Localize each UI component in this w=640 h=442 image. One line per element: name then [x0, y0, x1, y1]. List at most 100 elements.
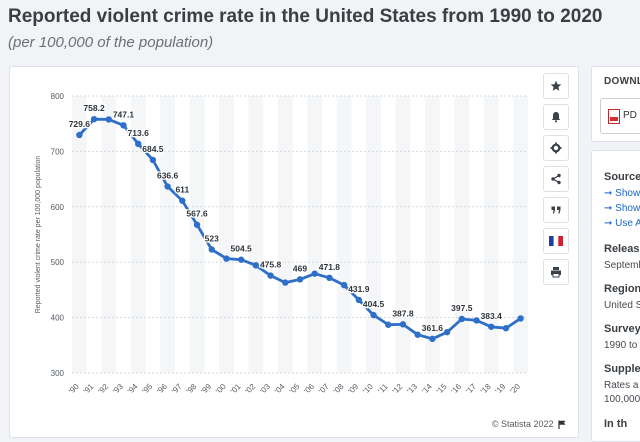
x-tick-label: '96	[155, 382, 169, 396]
column-band	[307, 96, 323, 373]
x-tick-label: '18	[479, 382, 493, 396]
column-band	[160, 96, 175, 373]
region-value: United S	[604, 300, 640, 311]
data-point	[120, 122, 127, 129]
x-tick-label: '91	[82, 382, 96, 396]
data-label: 747.1	[113, 109, 135, 119]
x-tick-label: '00	[214, 382, 228, 396]
supplementary-value-2: 100,000	[604, 394, 640, 405]
x-tick-label: '11	[376, 382, 390, 396]
page-title: Reported violent crime rate in the Unite…	[8, 6, 603, 27]
x-tick-label: '01	[229, 382, 243, 396]
data-label: 404.5	[363, 299, 385, 309]
x-tick-label: '06	[302, 382, 316, 396]
gear-icon[interactable]	[543, 135, 569, 161]
x-tick-label: '93	[111, 382, 125, 396]
data-label: 758.2	[83, 103, 105, 113]
source-link-2[interactable]: ➞ Show	[604, 203, 640, 214]
data-point	[105, 116, 112, 123]
y-tick-label: 700	[51, 147, 65, 156]
x-tick-label: '97	[170, 382, 184, 396]
data-point	[488, 323, 495, 330]
data-point	[473, 317, 480, 324]
y-tick-label: 800	[51, 92, 65, 101]
y-axis-title: Reported violent crime rate per 100,000 …	[35, 156, 42, 314]
source-heading: Source	[604, 171, 640, 183]
data-label: 523	[205, 233, 219, 243]
x-tick-label: '14	[420, 382, 434, 396]
data-label: 397.5	[451, 303, 473, 313]
column-band	[130, 96, 146, 373]
x-tick-label: '19	[494, 382, 508, 396]
data-label: 729.6	[69, 119, 91, 129]
data-point	[399, 321, 407, 328]
side-panel: DOWNL PD Source ➞ Show ➞ Show ➞ Use A Re…	[591, 66, 640, 442]
statista-credit[interactable]: © Statista 2022	[492, 419, 566, 429]
source-link-2-label: Show	[615, 203, 640, 214]
data-label: 469	[293, 263, 307, 273]
data-label: 471.8	[319, 262, 341, 272]
x-tick-label: '98	[185, 382, 199, 396]
column-band	[425, 96, 440, 373]
data-label: 383.4	[481, 311, 503, 321]
x-tick-label: '08	[332, 382, 346, 396]
column-band	[454, 96, 470, 373]
data-label: 684.5	[142, 144, 164, 154]
share-icon[interactable]	[543, 166, 569, 192]
data-point	[414, 331, 421, 338]
data-label: 475.8	[260, 260, 282, 270]
x-tick-label: '02	[244, 382, 258, 396]
info-card: Source ➞ Show ➞ Show ➞ Use A Releas Sept…	[591, 150, 640, 442]
data-point	[90, 115, 98, 123]
source-link-3[interactable]: ➞ Use A	[604, 218, 640, 229]
y-tick-label: 400	[51, 314, 65, 323]
source-link-3-label: Use A	[615, 218, 640, 229]
download-card: DOWNL PD	[591, 66, 640, 142]
credit-text: © Statista 2022	[491, 418, 554, 429]
x-tick-label: '13	[405, 382, 419, 396]
data-point	[193, 221, 201, 228]
x-tick-label: '09	[347, 382, 361, 396]
data-point	[326, 274, 333, 282]
survey-value: 1990 to	[604, 340, 638, 351]
data-point	[208, 246, 215, 253]
x-tick-label: '05	[288, 382, 302, 396]
data-point	[340, 281, 348, 289]
data-point	[252, 262, 260, 269]
source-link-1-label: Show	[615, 188, 640, 199]
pdf-icon	[608, 109, 620, 124]
release-value: Septemb	[604, 260, 640, 271]
data-point	[429, 335, 436, 343]
source-link-1[interactable]: ➞ Show	[604, 188, 640, 199]
star-icon[interactable]	[543, 73, 569, 99]
print-icon[interactable]	[543, 259, 569, 285]
data-point	[443, 328, 451, 336]
chart-toolbar	[543, 73, 571, 290]
column-band	[189, 96, 205, 373]
flag-icon[interactable]	[543, 228, 569, 254]
bell-icon[interactable]	[543, 104, 569, 130]
data-label: 611	[175, 185, 189, 195]
pdf-download-button[interactable]: PD	[600, 98, 640, 134]
x-tick-label: '16	[449, 382, 463, 396]
column-band	[248, 96, 264, 373]
y-tick-label: 500	[51, 258, 65, 267]
x-tick-label: '04	[273, 382, 287, 396]
data-point	[134, 140, 142, 148]
last-heading: In th	[604, 418, 628, 430]
quote-icon[interactable]	[543, 197, 569, 223]
x-tick-label: '20	[508, 382, 522, 396]
column-band	[72, 96, 87, 373]
data-point	[502, 325, 510, 332]
column-band	[483, 96, 499, 373]
data-point	[370, 311, 377, 319]
data-point	[517, 315, 524, 322]
x-tick-label: '99	[199, 382, 213, 396]
column-band	[395, 96, 411, 373]
x-tick-label: '17	[464, 382, 478, 396]
data-point	[223, 255, 230, 262]
x-tick-label: '95	[141, 382, 155, 396]
flag-report-icon	[558, 420, 566, 429]
x-tick-label: '15	[435, 382, 449, 396]
column-band	[101, 96, 117, 373]
